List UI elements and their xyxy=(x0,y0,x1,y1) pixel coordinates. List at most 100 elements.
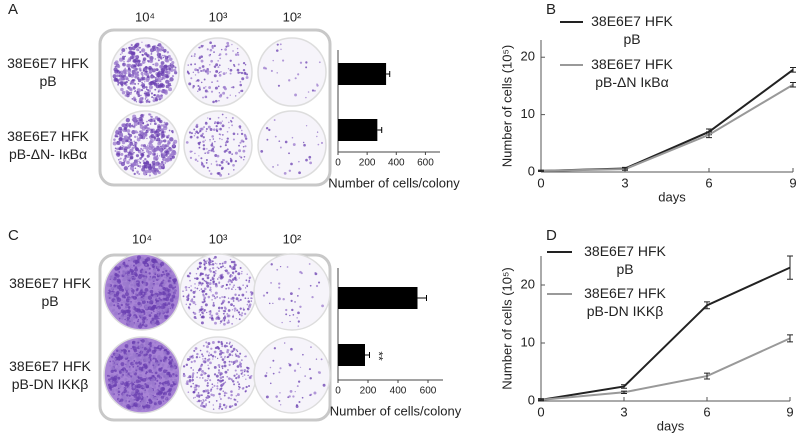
colony xyxy=(233,374,236,377)
colony xyxy=(207,374,210,378)
colony xyxy=(124,71,127,75)
colony xyxy=(277,84,281,87)
colony xyxy=(122,281,127,286)
colony xyxy=(185,289,188,292)
colony xyxy=(131,382,134,386)
colony xyxy=(152,45,156,50)
colony xyxy=(200,305,203,309)
colony xyxy=(284,342,286,344)
colony xyxy=(290,347,293,351)
colony xyxy=(205,261,207,263)
colony xyxy=(146,160,148,163)
colony xyxy=(231,405,234,407)
colony xyxy=(161,387,166,391)
colony xyxy=(150,312,153,314)
colony xyxy=(137,94,141,98)
colony xyxy=(206,260,208,262)
colony xyxy=(290,299,293,302)
colony xyxy=(151,342,154,344)
colony xyxy=(109,303,112,307)
colony xyxy=(164,376,169,381)
colony xyxy=(168,284,173,289)
colony xyxy=(214,99,218,103)
colony xyxy=(167,134,170,137)
colony xyxy=(214,272,217,275)
colony xyxy=(285,308,288,312)
colony xyxy=(157,125,162,130)
colony xyxy=(172,149,175,152)
colony xyxy=(122,373,125,376)
colony xyxy=(130,73,135,78)
colony xyxy=(111,391,115,396)
colony xyxy=(134,267,138,272)
colony xyxy=(151,407,154,410)
colony xyxy=(316,131,319,133)
colony xyxy=(157,59,160,62)
colony xyxy=(156,72,160,75)
colony xyxy=(203,287,207,291)
colony xyxy=(166,366,169,369)
colony xyxy=(141,155,144,158)
colony xyxy=(156,46,158,49)
colony xyxy=(148,348,152,352)
colony xyxy=(231,322,234,325)
colony xyxy=(233,263,237,267)
panel-label: A xyxy=(8,1,18,18)
colony xyxy=(222,284,224,287)
colony xyxy=(123,387,125,390)
colony xyxy=(114,69,119,74)
colony xyxy=(202,165,206,168)
colony xyxy=(118,265,122,269)
colony xyxy=(142,377,147,382)
colony xyxy=(168,67,171,71)
colony xyxy=(156,392,159,396)
colony xyxy=(148,363,151,366)
colony xyxy=(134,167,137,170)
colony xyxy=(214,154,218,157)
colony xyxy=(158,317,160,320)
colony xyxy=(125,118,130,123)
colony xyxy=(215,69,219,73)
colony xyxy=(220,48,223,51)
colony xyxy=(223,309,227,313)
colony xyxy=(115,367,119,371)
colony xyxy=(187,297,190,300)
colony xyxy=(206,350,209,353)
colony xyxy=(218,310,221,313)
colony xyxy=(126,60,129,63)
colony xyxy=(228,121,230,124)
significance: ** xyxy=(371,351,385,361)
colony xyxy=(310,346,312,349)
colony xyxy=(211,386,214,389)
colony xyxy=(128,287,132,291)
colony xyxy=(284,140,288,144)
y-tick-label: 20 xyxy=(521,276,535,291)
colony xyxy=(163,64,168,69)
colony xyxy=(218,73,222,77)
colony xyxy=(234,275,237,277)
colony xyxy=(116,140,121,146)
colony xyxy=(111,383,113,386)
colony xyxy=(196,277,199,280)
colony xyxy=(151,361,154,363)
colony xyxy=(111,309,114,313)
colony xyxy=(151,317,155,321)
colony xyxy=(188,272,192,275)
colony xyxy=(163,121,166,124)
colony xyxy=(209,279,212,282)
colony xyxy=(139,97,143,102)
error-bar xyxy=(704,301,710,310)
y-tick-label: 10 xyxy=(521,106,535,121)
colony xyxy=(130,80,135,85)
colony xyxy=(224,315,226,318)
colony xyxy=(129,141,134,146)
colony xyxy=(140,339,142,342)
colony xyxy=(159,386,161,388)
colony xyxy=(133,393,138,398)
colony xyxy=(309,161,313,165)
colony xyxy=(153,94,156,97)
colony xyxy=(244,355,246,358)
colony xyxy=(219,121,223,125)
colony xyxy=(222,316,226,320)
colony xyxy=(188,286,190,289)
